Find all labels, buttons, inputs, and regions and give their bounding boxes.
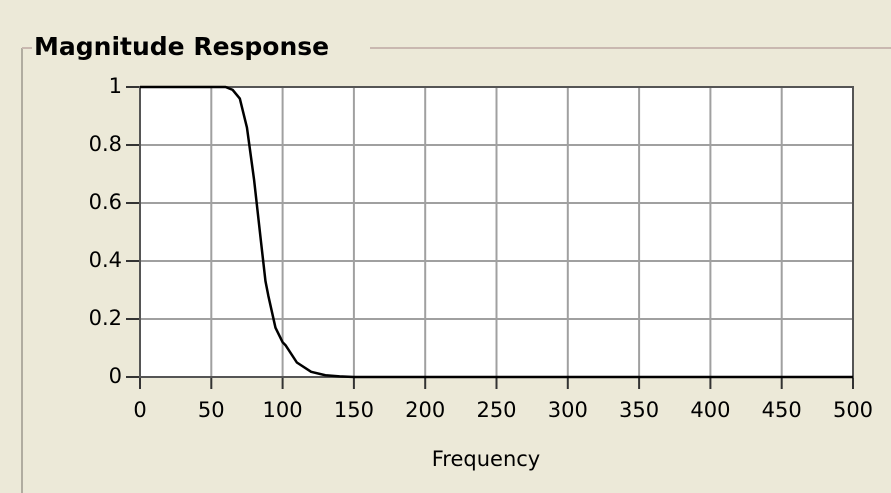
line-series xyxy=(140,85,853,379)
y-tick-label: 0 xyxy=(109,364,122,388)
x-tick-label: 500 xyxy=(833,398,873,422)
x-tick-label: 0 xyxy=(133,398,146,422)
x-tick-label: 200 xyxy=(405,398,445,422)
chart-title: Magnitude Response xyxy=(34,32,329,61)
x-tick-label: 350 xyxy=(619,398,659,422)
x-tick-label: 250 xyxy=(476,398,516,422)
x-tick-label: 150 xyxy=(334,398,374,422)
x-tick-label: 300 xyxy=(548,398,588,422)
x-axis-label: Frequency xyxy=(432,447,541,471)
y-tick-label: 0.2 xyxy=(89,306,122,330)
x-tick-label: 400 xyxy=(690,398,730,422)
y-tick-label: 1 xyxy=(109,74,122,98)
x-tick-label: 450 xyxy=(762,398,802,422)
y-tick-label: 0.6 xyxy=(89,190,122,214)
y-tick-label: 0.4 xyxy=(89,248,122,272)
x-tick-label: 50 xyxy=(198,398,225,422)
y-tick-label: 0.8 xyxy=(89,132,122,156)
x-tick-label: 100 xyxy=(263,398,303,422)
